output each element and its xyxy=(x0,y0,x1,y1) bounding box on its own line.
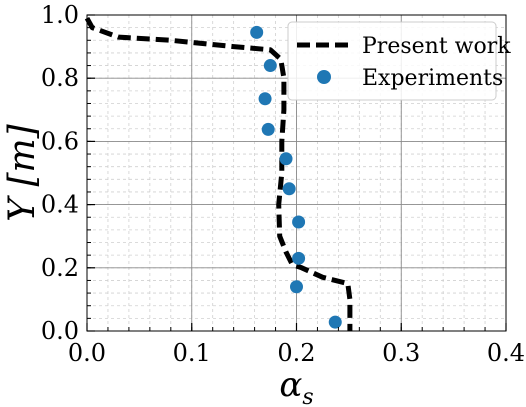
experiment-point xyxy=(328,315,342,329)
y-tick-label: 0.2 xyxy=(41,254,79,282)
y-tick-label: 0.6 xyxy=(41,127,79,155)
experiment-point xyxy=(279,152,293,166)
experiment-point xyxy=(282,182,296,196)
x-axis-title: αs xyxy=(279,365,313,407)
experiment-point xyxy=(258,92,272,106)
x-axis-title-subscript: s xyxy=(302,385,313,407)
y-tick-label: 1.0 xyxy=(41,1,79,29)
tick-layer: 0.0 0.1 0.2 0.3 0.4 0.0 0.2 0.4 0.6 0.8 1.0 xyxy=(41,1,525,367)
experiment-point xyxy=(292,251,306,265)
legend-label-experiments: Experiments xyxy=(362,66,503,91)
x-tick-label: 0.2 xyxy=(277,339,315,367)
experiment-point xyxy=(290,280,303,294)
x-tick-label: 0.0 xyxy=(68,339,106,367)
legend: Present work Experiments xyxy=(287,21,511,101)
y-tick-label: 0.8 xyxy=(41,64,79,92)
legend-box xyxy=(287,21,497,101)
y-tick-label: 0.0 xyxy=(41,317,79,345)
experiment-point xyxy=(261,122,275,136)
legend-label-present-work: Present work xyxy=(362,34,511,59)
experiment-point xyxy=(250,25,264,39)
series-line-present-work xyxy=(84,16,353,331)
x-tick-label: 0.1 xyxy=(173,339,211,367)
y-axis-title: Y [m] xyxy=(2,123,43,221)
experiment-point xyxy=(292,215,306,229)
experiment-point xyxy=(263,59,277,73)
y-tick-label: 0.4 xyxy=(41,191,79,219)
x-axis-title-base: α xyxy=(279,365,302,405)
data-layer xyxy=(84,16,353,331)
x-tick-label: 0.3 xyxy=(382,339,420,367)
x-tick-label: 0.4 xyxy=(487,339,525,367)
legend-marker-sample xyxy=(317,70,331,84)
